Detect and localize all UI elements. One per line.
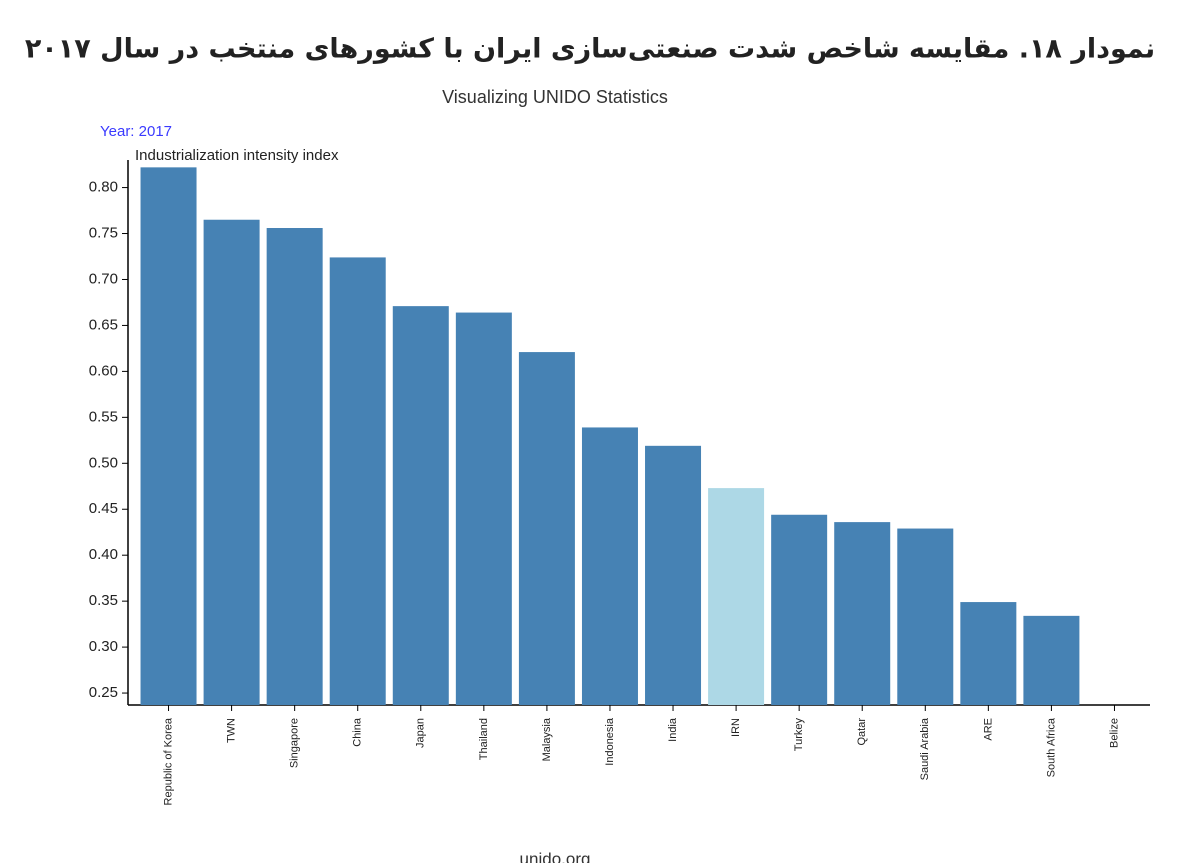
x-tick-label: Qatar	[856, 718, 868, 746]
y-tick-label: 0.35	[89, 592, 118, 609]
x-tick-label: China	[352, 717, 364, 747]
y-tick-label: 0.80	[89, 179, 118, 196]
x-tick-label: ARE	[982, 718, 994, 741]
chart-subtitle: Visualizing UNIDO Statistics	[442, 87, 668, 107]
x-tick-label: Belize	[1108, 718, 1120, 748]
y-tick-label: 0.40	[89, 546, 118, 563]
y-tick-label: 0.45	[89, 500, 118, 517]
y-axis-label: Industrialization intensity index	[135, 147, 339, 164]
bar	[581, 427, 638, 705]
x-tick-label: Indonesia	[604, 717, 616, 766]
bar	[645, 445, 702, 705]
x-tick-label: Japan	[415, 718, 427, 748]
y-tick-label: 0.75	[89, 224, 118, 241]
bar	[392, 306, 449, 705]
x-tick-label: TWN	[226, 718, 238, 743]
x-tick-label: Turkey	[793, 718, 805, 752]
source: unido.org	[520, 849, 591, 863]
bar	[834, 522, 891, 705]
annotation: Year: 2017	[100, 123, 172, 140]
bar	[771, 514, 828, 705]
y-tick-label: 0.70	[89, 270, 118, 287]
y-tick-label: 0.50	[89, 454, 118, 471]
x-tick-label: Singapore	[289, 718, 301, 768]
bar	[455, 312, 512, 705]
y-tick-label: 0.60	[89, 362, 118, 379]
x-tick-label: Saudi Arabia	[919, 717, 931, 780]
x-tick-label: Republic of Korea	[162, 717, 174, 805]
bar	[708, 488, 765, 705]
x-tick-label: India	[667, 717, 679, 742]
y-tick-label: 0.25	[89, 684, 118, 701]
bar	[266, 228, 323, 705]
bar	[203, 219, 260, 705]
bar	[897, 528, 954, 705]
y-tick-label: 0.65	[89, 316, 118, 333]
bar	[329, 257, 386, 705]
bar	[140, 167, 197, 706]
x-tick-label: South Africa	[1045, 717, 1057, 777]
x-tick-label: Malaysia	[541, 717, 553, 761]
bar	[518, 352, 575, 705]
y-tick-label: 0.30	[89, 638, 118, 655]
x-tick-label: IRN	[730, 718, 742, 737]
y-tick-label: 0.55	[89, 408, 118, 425]
chart-title: نمودار ۱۸. مقایسه شاخص شدت صنعتی‌سازی ای…	[25, 34, 1155, 65]
bar	[960, 602, 1017, 705]
x-tick-label: Thailand	[478, 718, 490, 760]
bar	[1023, 615, 1080, 705]
